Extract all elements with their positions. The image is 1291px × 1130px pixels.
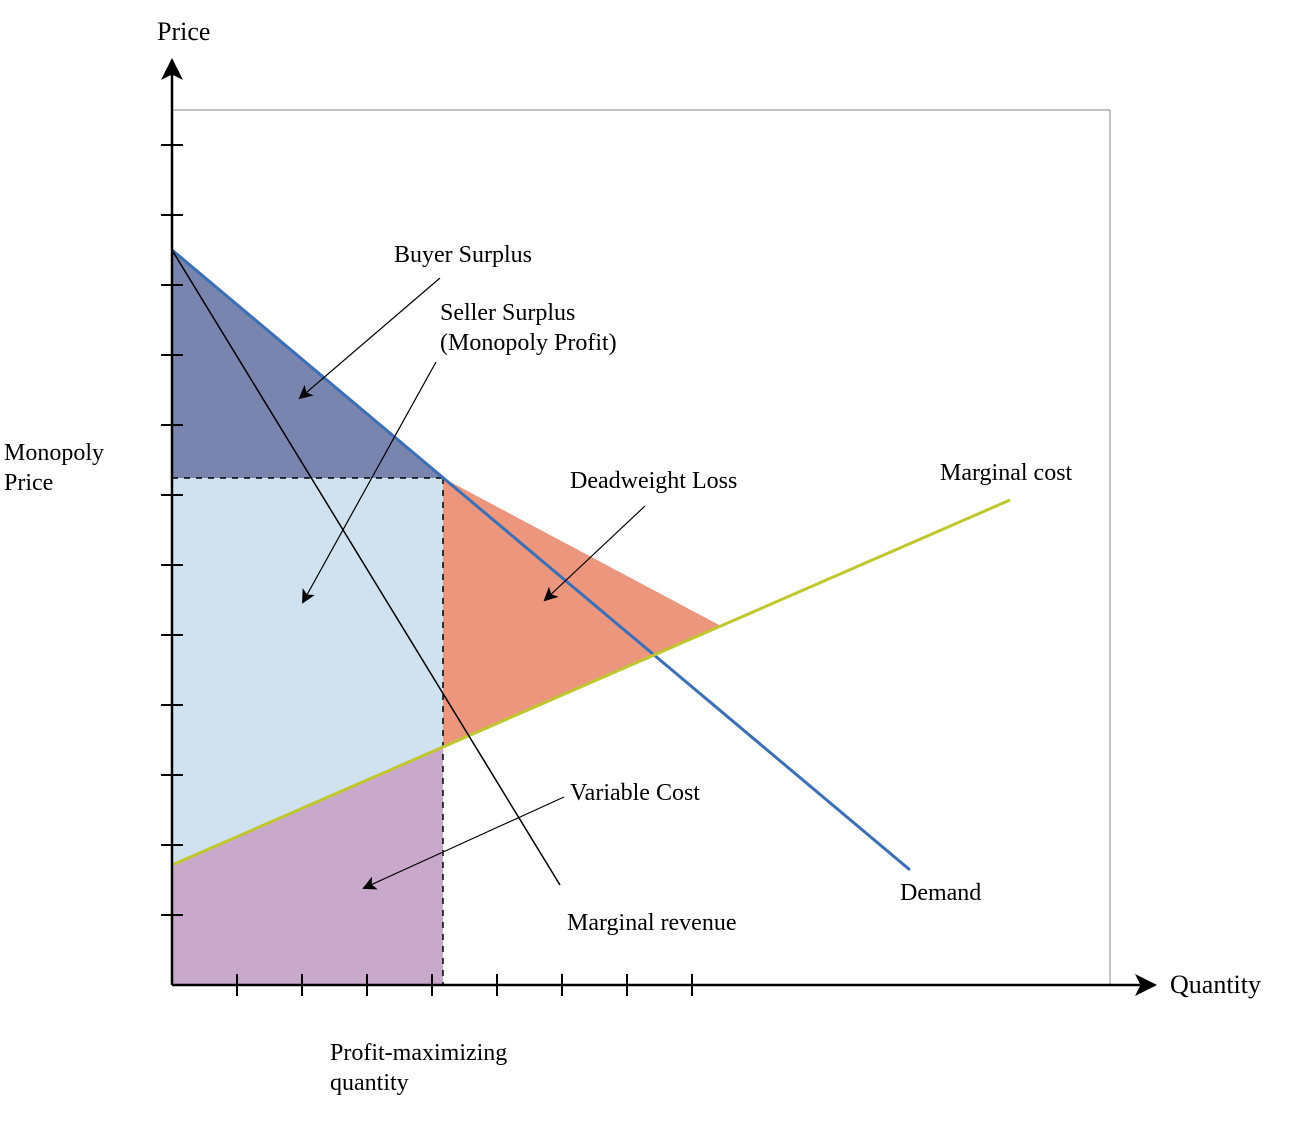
x-axis-label: Quantity xyxy=(1170,970,1261,999)
deadweight-loss-region xyxy=(443,478,721,746)
deadweight-loss-label: Deadweight Loss xyxy=(570,468,737,494)
marginal-cost-label: Marginal cost xyxy=(940,460,1073,486)
buyer-surplus-label: Buyer Surplus xyxy=(394,242,532,268)
buyer-surplus-arrow xyxy=(300,278,440,398)
demand-label: Demand xyxy=(900,880,981,906)
monopoly-price-label-1: Monopoly xyxy=(4,440,104,466)
monopoly-chart-container: Price Quantity Demand Marginal cost Marginal… xyxy=(0,0,1291,1130)
profit-max-qty-label-1: Profit-maximizing xyxy=(330,1040,507,1066)
profit-max-qty-label-2: quantity xyxy=(330,1070,409,1096)
monopoly-price-label-2: Price xyxy=(4,470,53,496)
marginal-revenue-label: Marginal revenue xyxy=(567,910,737,936)
variable-cost-label: Variable Cost xyxy=(570,780,700,806)
seller-surplus-label: Seller Surplus xyxy=(440,300,575,326)
monopoly-chart: Price Quantity Demand Marginal cost Marginal… xyxy=(0,0,1291,1130)
seller-surplus-label-2: (Monopoly Profit) xyxy=(440,330,617,356)
y-axis-label: Price xyxy=(157,17,210,46)
